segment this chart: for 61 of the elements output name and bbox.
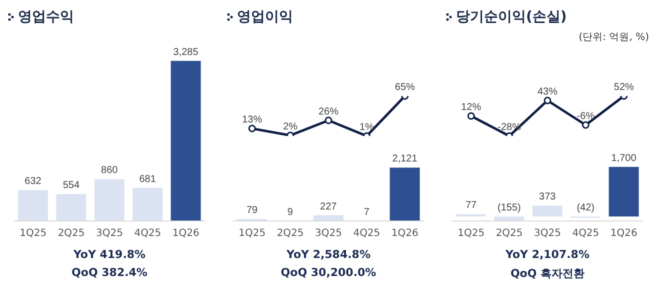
point	[248, 124, 256, 132]
bar	[56, 194, 86, 221]
x-tick-label: 1Q25	[20, 228, 47, 240]
data-label: 2%	[283, 121, 298, 132]
x-tick-label: 1Q26	[610, 228, 638, 240]
x-tick-label: 2Q25	[276, 228, 304, 240]
data-label: 681	[139, 174, 156, 185]
data-label: 1,700	[611, 152, 637, 164]
bar	[608, 166, 639, 216]
text: YoY 2,107.8%	[504, 248, 590, 261]
x-tick-label: 2Q25	[496, 228, 523, 240]
bar	[132, 188, 163, 221]
x-tick-label: 4Q25	[353, 228, 380, 240]
x-tick-label: 2Q25	[58, 228, 85, 240]
bar	[170, 60, 201, 221]
data-label: 26%	[318, 106, 339, 118]
data-label: 43%	[537, 86, 558, 98]
data-label: 52%	[614, 82, 634, 93]
data-label: 1%	[359, 122, 374, 133]
data-label: 227	[320, 201, 338, 212]
x-tick-label: 4Q25	[134, 228, 162, 240]
chart-title: 영업이익	[237, 8, 293, 26]
chart-title: 당기순이익(손실)	[456, 8, 567, 26]
point	[582, 121, 590, 129]
data-label: 77	[465, 200, 477, 212]
x-tick-label: 1Q25	[238, 228, 266, 240]
text: YoY 419.8%	[72, 248, 147, 261]
data-label: 13%	[242, 114, 262, 126]
data-label: 632	[24, 176, 42, 188]
data-label: 860	[101, 165, 118, 176]
point	[467, 112, 475, 120]
text: QoQ 흑자전환	[509, 266, 586, 281]
x-tick-label: 3Q25	[534, 228, 561, 240]
x-tick-label: 4Q25	[572, 228, 600, 240]
data-label: 373	[539, 192, 556, 203]
data-label: -6%	[576, 111, 595, 122]
point	[324, 116, 332, 124]
chart-title: 영업수익	[18, 8, 74, 26]
data-label: 554	[62, 180, 80, 191]
bar	[18, 190, 48, 221]
x-tick-label: 1Q26	[172, 228, 200, 240]
x-tick-label: 1Q25	[458, 228, 485, 240]
data-label: 7	[364, 206, 370, 218]
text: YoY 2,584.8%	[286, 248, 372, 261]
point	[544, 96, 552, 104]
data-label: 3,285	[173, 46, 199, 58]
x-tick-label: 1Q26	[391, 228, 418, 240]
text: QoQ 30,200.0%	[280, 266, 378, 279]
x-tick-label: 3Q25	[315, 228, 342, 240]
bar	[532, 206, 562, 216]
data-label: 79	[246, 205, 258, 216]
bar	[94, 179, 124, 221]
data-label: (155)	[498, 202, 521, 214]
x-tick-label: 3Q25	[96, 228, 123, 240]
data-label: 9	[287, 206, 294, 218]
data-label: 2,121	[392, 154, 418, 165]
data-label: 65%	[394, 82, 416, 93]
chart-subtitle: (단위: 억원, %)	[578, 31, 649, 44]
data-label: (42)	[576, 202, 594, 214]
text: QoQ 382.4%	[70, 266, 148, 279]
data-label: 12%	[461, 102, 482, 113]
